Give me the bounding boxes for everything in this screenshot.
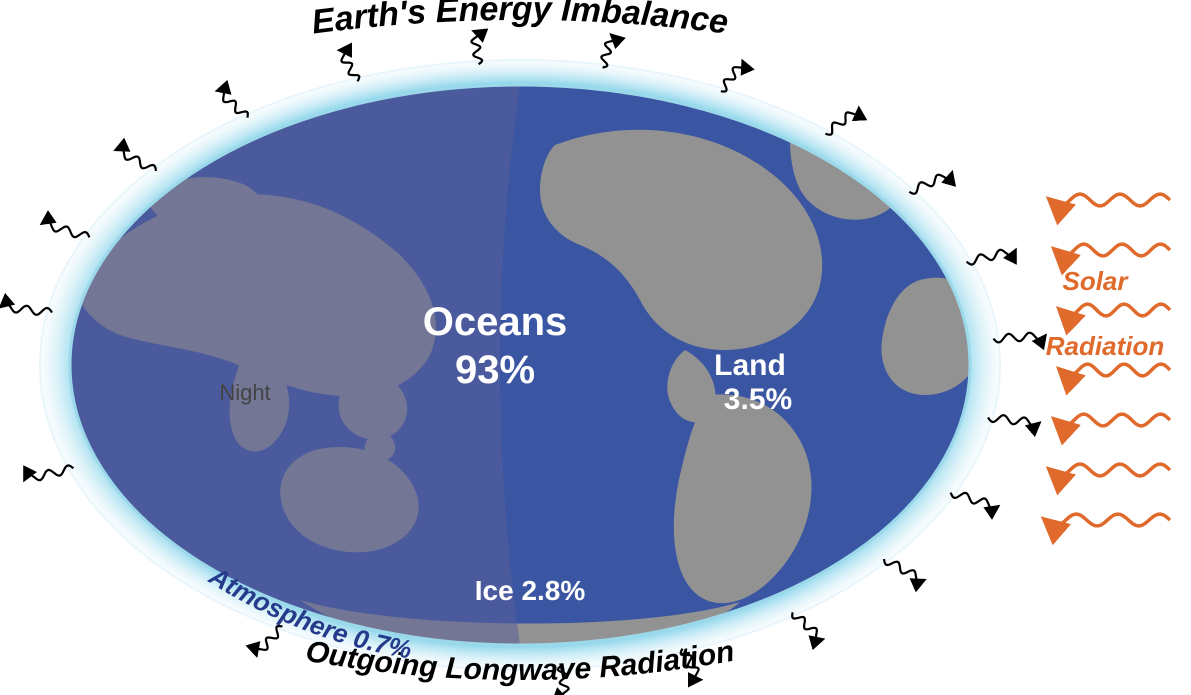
land-value: 3.5% bbox=[724, 383, 792, 416]
outgoing-arrow-icon bbox=[601, 35, 614, 68]
solar-arrow-icon bbox=[1045, 514, 1170, 526]
outgoing-arrow-icon bbox=[792, 612, 822, 640]
outgoing-arrow-icon bbox=[988, 415, 1039, 426]
outgoing-arrow-icon bbox=[42, 221, 89, 237]
solar-arrow-icon bbox=[1050, 464, 1170, 476]
outgoing-arrow-icon bbox=[951, 493, 998, 509]
night-label: Night bbox=[219, 380, 270, 405]
solar-arrow-icon bbox=[1050, 194, 1170, 206]
ice-label: Ice 2.8% bbox=[475, 575, 586, 606]
title-label: Earth's Energy Imbalance bbox=[310, 0, 731, 42]
outgoing-arrow-icon bbox=[993, 333, 1045, 343]
outgoing-arrow-icon bbox=[909, 173, 952, 194]
outgoing-arrow-icon bbox=[25, 466, 74, 481]
solar-arrow-icon bbox=[1055, 244, 1170, 256]
oceans-label: Oceans bbox=[423, 300, 568, 344]
solar-arrow-icon bbox=[1055, 414, 1170, 426]
outgoing-arrow-icon bbox=[218, 90, 248, 118]
outgoing-arrow-icon bbox=[256, 626, 283, 655]
solar-label-1: Solar bbox=[1062, 266, 1129, 296]
outgoing-arrow-icon bbox=[967, 250, 1016, 265]
outgoing-arrow-icon bbox=[825, 108, 859, 134]
night-overlay bbox=[70, 85, 520, 645]
oceans-value: 93% bbox=[455, 348, 535, 392]
outgoing-arrow-icon bbox=[471, 31, 482, 64]
outgoing-arrow-icon bbox=[1, 303, 52, 314]
solar-arrow-icon bbox=[1060, 364, 1170, 376]
outgoing-arrow-icon bbox=[340, 50, 360, 81]
outgoing-arrow-icon bbox=[884, 559, 924, 582]
solar-arrow-icon bbox=[1060, 304, 1170, 316]
solar-label-2: Radiation bbox=[1046, 331, 1164, 361]
land-label: Land bbox=[714, 349, 786, 382]
outgoing-arrow-icon bbox=[721, 61, 744, 91]
energy-imbalance-diagram: Earth's Energy ImbalanceOutgoing Longwav… bbox=[0, 0, 1191, 695]
outgoing-arrow-icon bbox=[116, 148, 156, 171]
